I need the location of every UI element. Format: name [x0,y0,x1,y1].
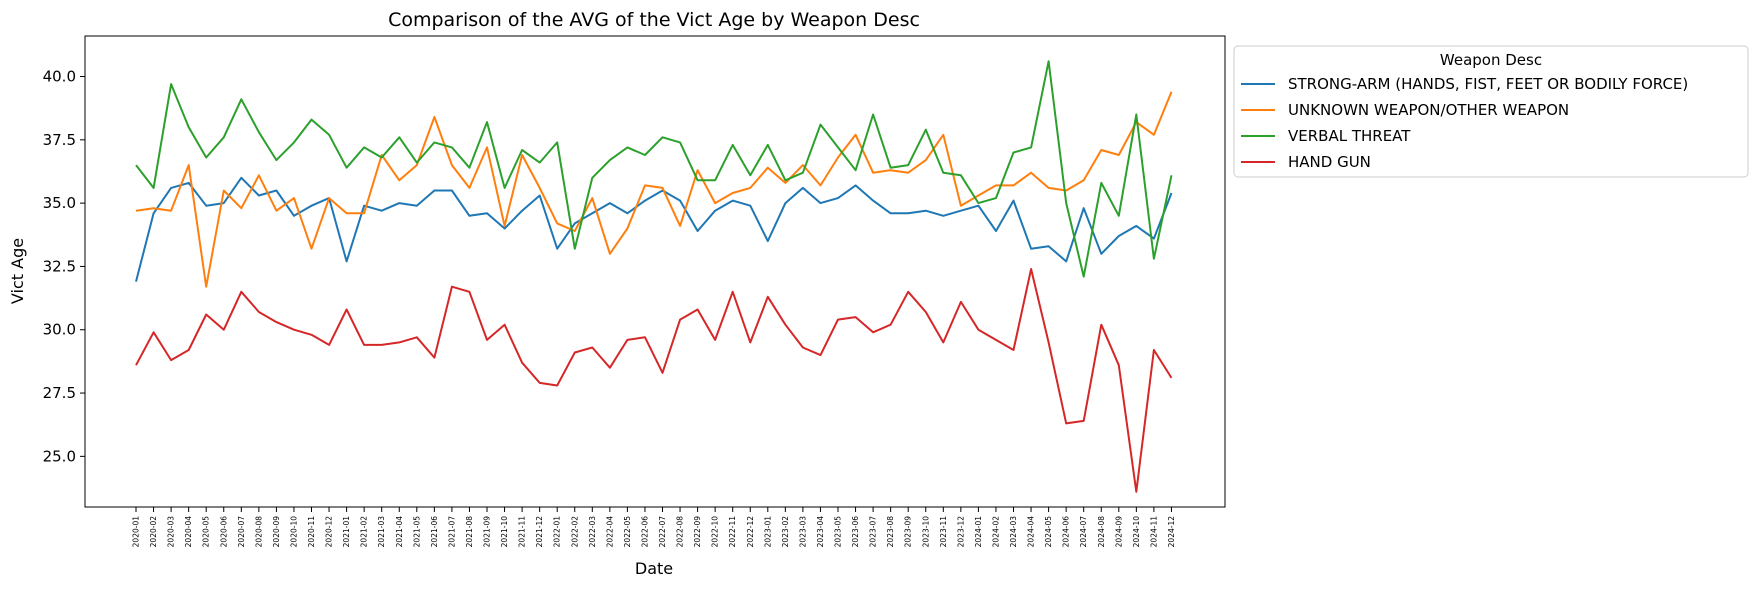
x-tick-label: 2021-03 [377,516,386,548]
x-tick-label: 2022-12 [746,516,755,548]
y-axis: 25.0 27.5 30.0 32.5 35.0 37.5 40.0 [43,68,85,465]
x-tick-label: 2023-11 [939,516,948,548]
y-tick-label: 32.5 [43,257,76,275]
x-tick-label: 2020-07 [237,516,246,548]
x-tick-label: 2022-04 [605,516,614,548]
legend-box [1233,45,1749,178]
x-tick-label: 2021-12 [535,516,544,548]
x-tick-label: 2021-01 [342,516,351,548]
x-tick-label: 2020-03 [167,516,176,548]
x-tick-label: 2023-05 [834,516,843,548]
y-tick-label: 25.0 [43,447,76,465]
x-tick-label: 2024-10 [1132,516,1141,548]
x-tick-label: 2023-02 [781,516,790,548]
plot-frame [84,35,1226,508]
x-tick-label: 2022-08 [676,516,685,548]
y-tick-label: 37.5 [43,131,76,149]
x-tick-label: 2023-12 [956,516,965,548]
x-tick-label: 2022-03 [588,516,597,548]
x-tick-label: 2023-09 [904,516,913,548]
y-tick-label: 40.0 [43,68,76,86]
x-tick-label: 2022-11 [728,516,737,548]
x-tick-label: 2024-02 [991,516,1000,548]
x-tick-label: 2022-10 [711,516,720,548]
series-line [135,176,1173,282]
x-tick-label: 2021-05 [412,516,421,548]
x-tick-label: 2022-06 [640,516,649,548]
x-tick-label: 2021-04 [395,516,404,548]
x-tick-label: 2020-10 [289,516,298,548]
x-tick-label: 2023-03 [798,516,807,548]
legend-label: STRONG-ARM (HANDS, FIST, FEET OR BODILY … [1288,75,1688,93]
x-tick-label: 2024-09 [1114,516,1123,548]
x-tick-label: 2020-11 [307,516,316,548]
x-tick-label: 2022-05 [623,516,632,548]
x-tick-label: 2022-07 [658,516,667,548]
x-tick-label: 2021-11 [518,516,527,548]
x-tick-label: 2023-07 [869,516,878,548]
x-tick-label: 2021-06 [430,516,439,548]
x-tick-label: 2021-08 [465,516,474,548]
x-tick-label: 2021-10 [500,516,509,548]
series-line [135,60,1173,278]
series-line [135,268,1173,493]
x-tick-label: 2024-11 [1149,516,1158,548]
x-tick-label: 2024-06 [1062,516,1071,548]
x-tick-label: 2020-01 [132,516,141,548]
x-tick-label: 2023-01 [763,516,772,548]
x-tick-label: 2021-07 [447,516,456,548]
x-tick-label: 2024-07 [1079,516,1088,548]
y-tick-label: 27.5 [43,384,76,402]
x-tick-label: 2023-04 [816,516,825,548]
x-tick-label: 2023-08 [886,516,895,548]
legend: Weapon Desc STRONG-ARM (HANDS, FIST, FEE… [1233,45,1749,178]
x-tick-label: 2020-05 [202,516,211,548]
x-tick-label: 2024-04 [1027,516,1036,548]
x-tick-label: 2020-12 [325,516,334,548]
y-tick-label: 35.0 [43,194,76,212]
x-tick-label: 2024-01 [974,516,983,548]
x-tick-label: 2021-09 [483,516,492,548]
x-tick-label: 2024-05 [1044,516,1053,548]
x-tick-label: 2020-02 [149,516,158,548]
x-tick-label: 2023-06 [851,516,860,548]
x-tick-label: 2024-12 [1167,516,1176,548]
x-axis-label: Date [635,559,673,578]
x-tick-label: 2020-04 [184,516,193,548]
x-tick-label: 2023-10 [921,516,930,548]
x-tick-label: 2022-02 [570,516,579,548]
x-axis: 2020-01 2020-02 2020-03 2020-04 2020-05 2020-… [132,507,1176,547]
x-tick-label: 2024-08 [1097,516,1106,548]
series-line [135,91,1173,288]
x-tick-label: 2022-09 [693,516,702,548]
y-tick-label: 30.0 [43,321,76,339]
legend-label: VERBAL THREAT [1288,127,1411,145]
x-tick-label: 2022-01 [553,516,562,548]
x-tick-label: 2020-06 [219,516,228,548]
x-tick-label: 2020-09 [272,516,281,548]
legend-title: Weapon Desc [1440,51,1542,69]
legend-label: HAND GUN [1288,153,1371,171]
x-tick-label: 2020-08 [254,516,263,548]
x-tick-label: 2021-02 [360,516,369,548]
chart-title: Comparison of the AVG of the Vict Age by… [388,9,920,31]
y-axis-label: Vict Age [8,238,27,304]
legend-label: UNKNOWN WEAPON/OTHER WEAPON [1288,101,1569,119]
x-tick-label: 2024-03 [1009,516,1018,548]
plot-area [135,60,1173,493]
